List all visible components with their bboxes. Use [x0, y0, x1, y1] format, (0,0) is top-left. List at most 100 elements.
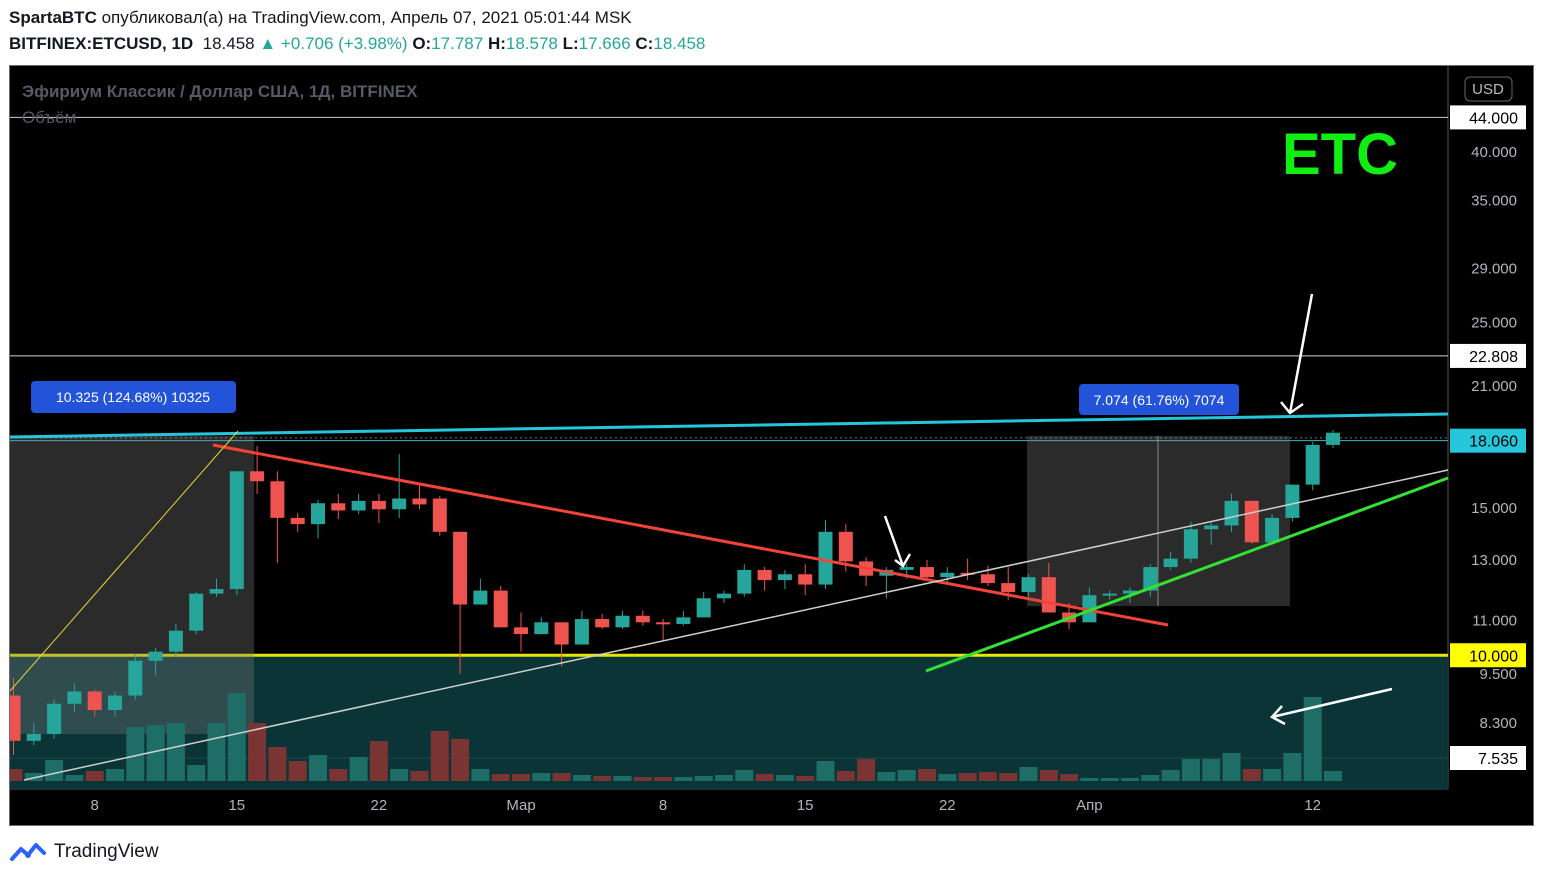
x-tick-label: Мар — [506, 797, 535, 814]
candle-body — [453, 531, 468, 605]
volume-bar — [1121, 778, 1139, 781]
price-label-box — [1450, 643, 1526, 668]
candle-body — [493, 590, 508, 628]
y-tick-label: 11.000 — [1472, 613, 1517, 630]
descending-trendline — [212, 443, 1169, 627]
price-chart[interactable]: 40.000 35.000 29.000 25.000 21.000 15.000 13.0… — [10, 66, 1533, 825]
candle-body — [473, 590, 488, 605]
volume-bar — [796, 776, 815, 781]
volume-bar — [1242, 769, 1261, 781]
volume-bar — [126, 727, 145, 781]
price-label-text: 44.000 — [1469, 110, 1518, 127]
volume-bar — [613, 776, 632, 781]
candle-body — [514, 627, 528, 635]
currency-button[interactable]: USD — [1464, 76, 1513, 102]
volume-bar — [207, 723, 226, 781]
volume-bar — [877, 772, 896, 781]
measure-label-left: 10.325 (124.68%) 10325 — [31, 381, 236, 413]
volume-bar — [1263, 769, 1282, 781]
candle-body — [696, 598, 711, 618]
volume-bar — [978, 772, 997, 781]
tradingview-footer[interactable]: TradingView — [10, 841, 159, 863]
candle-body — [270, 481, 285, 518]
candle-body — [108, 695, 122, 711]
x-tick-label: Апр — [1076, 797, 1102, 814]
candle-body — [412, 498, 427, 505]
volume-bar — [593, 776, 612, 781]
candle-body — [168, 630, 183, 652]
volume-bar — [532, 773, 551, 781]
symbol-watermark: ETC — [1282, 122, 1398, 187]
candle-body — [1285, 484, 1300, 518]
chart-frame[interactable]: 40.000 35.000 29.000 25.000 21.000 15.000 13.0… — [9, 65, 1534, 826]
volume-bar — [248, 723, 267, 781]
volume-bar — [552, 773, 571, 781]
candle-body — [1021, 577, 1036, 593]
volume-bar — [654, 777, 673, 781]
arrow-mid-head — [894, 553, 912, 568]
measure-label-right: 7.074 (61.76%) 7074 — [1079, 384, 1239, 415]
high-value: 18.578 — [505, 34, 558, 53]
volume-bar — [471, 769, 490, 781]
chart-title: Эфириум Классик / Доллар США, 1Д, BITFIN… — [22, 82, 418, 101]
candle-body — [574, 619, 589, 645]
candle-body — [1183, 529, 1198, 559]
y-tick-label: 25.000 — [1471, 315, 1517, 332]
volume-bar — [1060, 774, 1079, 781]
symbol: BITFINEX:ETCUSD, 1D — [9, 34, 194, 53]
candle-body — [189, 593, 204, 631]
candle-body — [798, 574, 813, 585]
candle-body — [1326, 432, 1340, 445]
volume-bar — [45, 760, 64, 781]
volume-bar — [10, 769, 23, 781]
x-tick-label: 15 — [797, 797, 814, 814]
candle-body — [432, 498, 447, 532]
candle-body — [534, 622, 549, 635]
price-label-box — [1450, 428, 1526, 453]
volume-bar — [146, 725, 165, 781]
tradingview-logo-icon — [10, 843, 46, 861]
candle-body — [656, 622, 671, 625]
candle-body — [1244, 500, 1259, 543]
candle-body — [331, 503, 346, 511]
x-tick-label: 22 — [371, 797, 388, 814]
volume-bar — [1019, 767, 1038, 781]
candle-body — [47, 703, 62, 734]
candle-body — [940, 572, 955, 578]
y-tick-label: 35.000 — [1471, 192, 1517, 209]
y-tick-label: 13.000 — [1471, 552, 1517, 569]
volume-bar — [268, 747, 287, 781]
candle-body — [250, 471, 265, 482]
price-label-text: 22.808 — [1469, 349, 1518, 366]
candle-body — [10, 695, 21, 741]
arrow-top-head — [1280, 401, 1304, 415]
close-value: 18.458 — [653, 34, 706, 53]
volume-bar — [430, 731, 449, 781]
symbol-info-line: BITFINEX:ETCUSD, 1D 18.458 ▲ +0.706 (+3.… — [9, 34, 705, 54]
x-tick-label: 22 — [939, 797, 956, 814]
volume-bar — [958, 773, 977, 781]
y-tick-label: 40.000 — [1471, 144, 1517, 161]
x-tick-label: 12 — [1304, 797, 1321, 814]
candle-body — [1204, 525, 1219, 530]
price-label-text: 10.000 — [1469, 648, 1518, 665]
volume-bar — [1283, 753, 1302, 781]
candle-body — [229, 471, 244, 590]
arrow-mid — [883, 515, 905, 567]
open-label: O: — [412, 34, 432, 53]
volume-bar — [349, 757, 368, 781]
candle-body — [87, 691, 102, 711]
volume-bar — [572, 775, 591, 781]
x-tick-label: 15 — [228, 797, 245, 814]
volume-bar — [491, 774, 510, 781]
candle-body — [1001, 583, 1016, 593]
volume-bar — [938, 774, 957, 781]
volume-bar — [735, 770, 754, 781]
volume-bar — [24, 773, 43, 781]
high-label: H: — [487, 34, 506, 53]
volume-bar — [999, 773, 1018, 781]
candle-body — [67, 691, 82, 704]
volume-bar — [836, 771, 855, 781]
volume-bar — [410, 771, 429, 781]
candle-body — [757, 569, 772, 581]
